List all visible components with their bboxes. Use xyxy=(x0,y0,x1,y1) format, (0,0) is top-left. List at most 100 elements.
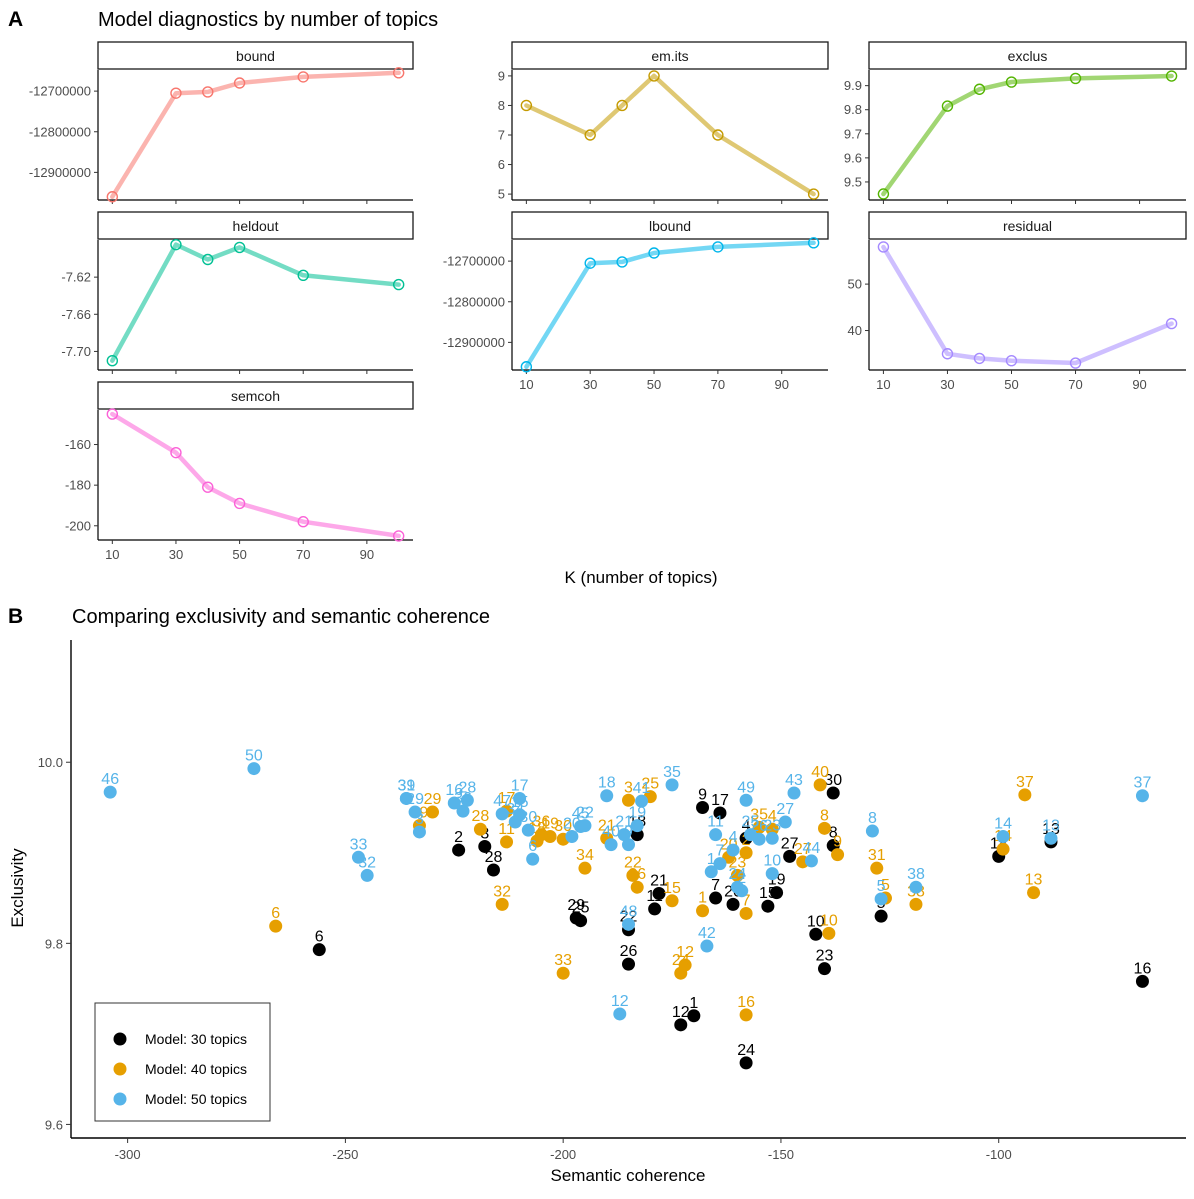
point-label: 19 xyxy=(628,805,646,822)
scatter-point xyxy=(456,804,470,818)
scatter-point xyxy=(783,849,797,863)
point-label: 29 xyxy=(567,897,585,914)
facet-point xyxy=(584,257,596,269)
point-label: 13 xyxy=(1025,872,1043,889)
scatter-point xyxy=(556,966,570,980)
point-label: 21 xyxy=(598,817,616,834)
y-tick-label: -7.62 xyxy=(61,270,91,285)
facet-point xyxy=(1005,76,1018,88)
point-label: 15 xyxy=(759,885,777,902)
point-label: 30 xyxy=(519,809,537,826)
scatter-point xyxy=(770,886,784,900)
point-label: 22 xyxy=(624,854,642,871)
scatter-point xyxy=(408,805,422,819)
scatter-point xyxy=(813,778,827,792)
scatter-point xyxy=(1135,789,1149,803)
point-label: 12 xyxy=(676,944,694,961)
point-label: 4 xyxy=(768,808,777,825)
point-label: 17 xyxy=(511,777,529,794)
x-tick-label: 70 xyxy=(296,547,310,562)
y-tick-label: -200 xyxy=(65,518,91,533)
point-label: 8 xyxy=(868,810,877,827)
point-label: 21 xyxy=(615,814,633,831)
point-label: 43 xyxy=(785,772,803,789)
point-label: 37 xyxy=(1016,774,1034,791)
point-label: 17 xyxy=(498,790,516,807)
scatter-point xyxy=(574,820,588,834)
scatter-point xyxy=(613,1007,627,1021)
x-tick-label: 30 xyxy=(169,547,183,562)
point-label: 30 xyxy=(554,818,572,835)
y-tick-label: 9.9 xyxy=(844,78,862,93)
facet-strip-label: semcoh xyxy=(231,388,280,404)
facet-point xyxy=(712,241,724,253)
legend-key xyxy=(113,1062,127,1076)
scatter-point xyxy=(761,899,775,913)
point-label: 45 xyxy=(572,806,590,823)
y-tick-label: -180 xyxy=(65,478,91,493)
point-label: 40 xyxy=(811,764,829,781)
point-label: 44 xyxy=(803,840,821,857)
scatter-point xyxy=(874,909,888,923)
point-label: 35 xyxy=(750,806,768,823)
facet-strip xyxy=(97,41,414,70)
scatter-point xyxy=(604,838,618,852)
scatter-point xyxy=(565,829,579,843)
point-label: 20 xyxy=(563,815,581,832)
point-label: 22 xyxy=(576,805,594,822)
point-label: 38 xyxy=(907,866,925,883)
facet-point xyxy=(392,67,405,79)
scatter-point xyxy=(696,904,710,918)
point-label: 26 xyxy=(620,943,638,960)
point-label: 11 xyxy=(707,814,724,831)
point-label: 28 xyxy=(485,849,503,866)
facet-point xyxy=(648,70,660,82)
panel-b-y-axis-title: Exclusivity xyxy=(8,848,27,928)
facet-point xyxy=(807,237,820,249)
scatter-point xyxy=(739,793,753,807)
facet-point xyxy=(297,269,309,281)
y-tick-label: 6 xyxy=(498,157,505,172)
facet-strip xyxy=(97,381,414,410)
scatter-point xyxy=(622,957,635,971)
point-label: 18 xyxy=(598,775,616,792)
y-tick-label: 5 xyxy=(498,187,505,202)
facet-point xyxy=(1165,317,1178,330)
facet-strip-label: exclus xyxy=(1008,48,1048,64)
facet-point xyxy=(233,77,246,89)
scatter-point xyxy=(447,796,461,810)
point-label: 36 xyxy=(454,790,472,807)
facet-point xyxy=(941,348,954,360)
point-label: 37 xyxy=(1134,775,1152,792)
point-label: 2 xyxy=(737,870,746,887)
facet-strip xyxy=(511,41,829,70)
point-label: 16 xyxy=(737,994,755,1011)
scatter-point xyxy=(652,887,666,901)
facet-point xyxy=(973,83,986,95)
y-tick-label: 9.5 xyxy=(844,174,862,189)
facet-point xyxy=(1069,72,1082,85)
scatter-point xyxy=(687,1009,701,1023)
point-label: 7 xyxy=(716,843,725,860)
scatter-point xyxy=(726,897,740,911)
point-label: 4 xyxy=(742,817,751,834)
y-tick-label: -12700000 xyxy=(29,84,91,99)
series-model-40-topics: 1234567891011121314151617181920212223242… xyxy=(269,764,1043,1022)
point-label: 27 xyxy=(776,801,794,818)
facet-point xyxy=(297,71,309,83)
panel-b-tag: B xyxy=(8,605,23,628)
scatter-point xyxy=(704,865,718,879)
y-tick-label: -160 xyxy=(65,437,91,452)
point-label: 27 xyxy=(781,835,799,852)
y-tick-label: 9.8 xyxy=(844,102,862,117)
point-label: 36 xyxy=(532,814,550,831)
scatter-point xyxy=(909,897,923,911)
facet-point xyxy=(233,241,246,254)
point-label: 10 xyxy=(763,853,781,870)
scatter-point xyxy=(739,1056,753,1070)
point-label: 25 xyxy=(742,814,760,831)
y-tick-label: 7 xyxy=(498,128,505,143)
y-tick-label: 10.0 xyxy=(38,755,63,770)
panel-b-x-axis-title: Semantic coherence xyxy=(551,1166,706,1185)
point-label: 3 xyxy=(415,811,424,828)
